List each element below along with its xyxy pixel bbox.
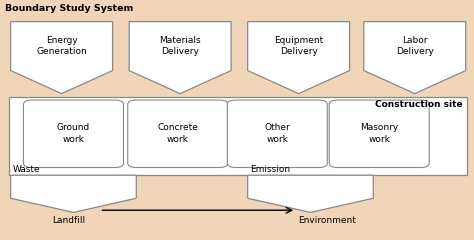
Text: Construction site: Construction site <box>374 100 462 109</box>
Polygon shape <box>364 22 465 94</box>
Text: Ground
work: Ground work <box>57 123 90 144</box>
Polygon shape <box>129 22 231 94</box>
Text: Energy
Generation: Energy Generation <box>36 36 87 56</box>
Polygon shape <box>11 22 112 94</box>
FancyBboxPatch shape <box>23 100 123 168</box>
Text: Concrete
work: Concrete work <box>157 123 198 144</box>
Text: Boundary Study System: Boundary Study System <box>5 4 133 12</box>
Polygon shape <box>10 175 136 212</box>
Text: Materials
Delivery: Materials Delivery <box>159 36 201 56</box>
FancyBboxPatch shape <box>329 100 429 168</box>
Text: Labor
Delivery: Labor Delivery <box>396 36 434 56</box>
Text: Equipment
Delivery: Equipment Delivery <box>274 36 323 56</box>
FancyBboxPatch shape <box>9 97 467 175</box>
Polygon shape <box>247 175 374 212</box>
Text: Environment: Environment <box>298 216 356 225</box>
Text: Masonry
work: Masonry work <box>360 123 398 144</box>
Text: Emission: Emission <box>250 165 290 174</box>
Text: Other
work: Other work <box>264 123 290 144</box>
FancyBboxPatch shape <box>128 100 228 168</box>
FancyBboxPatch shape <box>227 100 327 168</box>
Polygon shape <box>247 22 350 94</box>
Text: Waste: Waste <box>13 165 41 174</box>
Text: Landfill: Landfill <box>52 216 85 225</box>
